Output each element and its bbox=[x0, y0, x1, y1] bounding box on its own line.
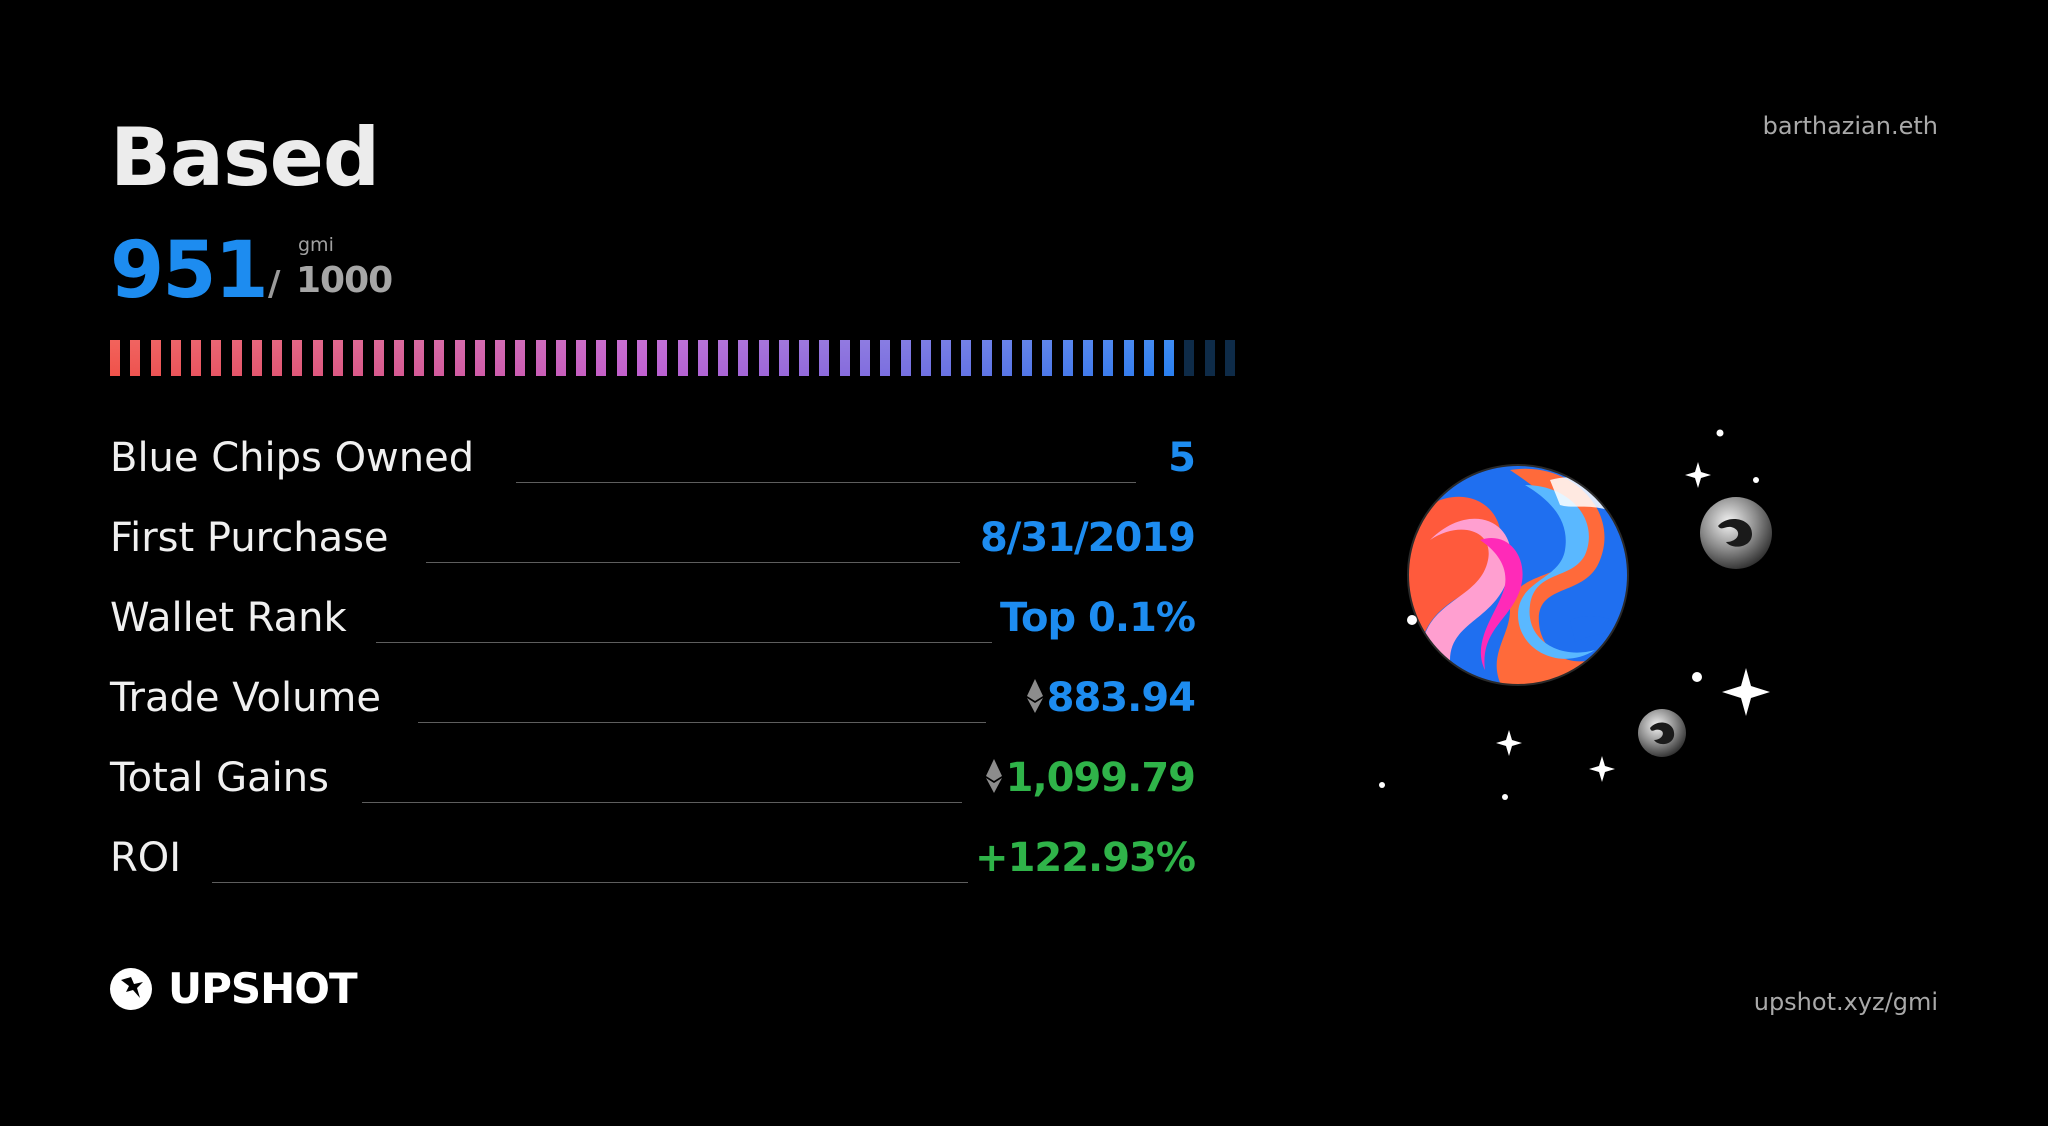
score-unit: gmi bbox=[298, 234, 334, 256]
stat-value: 8/31/2019 bbox=[979, 515, 1196, 561]
meter-segment bbox=[1001, 340, 1012, 376]
stat-row-first-purchase: First Purchase 8/31/2019 bbox=[110, 510, 1196, 570]
meter-segment bbox=[130, 340, 141, 376]
meter-segment bbox=[414, 340, 425, 376]
stat-label: Trade Volume bbox=[110, 675, 381, 721]
meter-segment bbox=[393, 340, 404, 376]
meter-segment bbox=[515, 340, 526, 376]
meter-segment bbox=[292, 340, 303, 376]
planet bbox=[1408, 465, 1628, 685]
stat-label: Blue Chips Owned bbox=[110, 435, 475, 481]
meter-segment bbox=[1164, 340, 1175, 376]
meter-segment bbox=[211, 340, 222, 376]
meter-segment bbox=[961, 340, 972, 376]
meter-segment bbox=[859, 340, 870, 376]
meter-segment bbox=[1022, 340, 1033, 376]
meter-segment bbox=[332, 340, 343, 376]
stat-value: 1,099.79 bbox=[985, 750, 1196, 806]
stat-label: Total Gains bbox=[110, 755, 329, 801]
meter-segment bbox=[778, 340, 789, 376]
stat-value: +122.93% bbox=[975, 835, 1196, 881]
meter-segment bbox=[799, 340, 810, 376]
score-separator: / bbox=[268, 264, 281, 304]
stat-leader-line bbox=[362, 802, 962, 803]
stat-value: Top 0.1% bbox=[1000, 595, 1196, 641]
stat-row-trade-volume: Trade Volume 883.94 bbox=[110, 670, 1196, 730]
ethereum-icon bbox=[1026, 679, 1043, 713]
meter-segment bbox=[1042, 340, 1053, 376]
meter-segment bbox=[697, 340, 708, 376]
score-max: 1000 bbox=[296, 260, 393, 301]
stat-row-total-gains: Total Gains 1,099.79 bbox=[110, 750, 1196, 810]
meter-segment bbox=[920, 340, 931, 376]
meter-segment bbox=[616, 340, 627, 376]
stat-leader-line bbox=[516, 482, 1136, 483]
stat-leader-line bbox=[426, 562, 960, 563]
brand-name: UPSHOT bbox=[168, 964, 358, 1013]
meter-segment bbox=[1123, 340, 1134, 376]
planet-illustration bbox=[1379, 429, 1772, 800]
meter-segment bbox=[1224, 340, 1235, 376]
stat-label: First Purchase bbox=[110, 515, 389, 561]
meter-segment bbox=[1082, 340, 1093, 376]
meter-segment bbox=[900, 340, 911, 376]
meter-segment bbox=[981, 340, 992, 376]
upshot-logo-icon bbox=[110, 968, 152, 1010]
score-value: 951 bbox=[110, 226, 269, 316]
stat-leader-line bbox=[212, 882, 968, 883]
stat-value: 883.94 bbox=[1026, 670, 1196, 726]
ethereum-icon bbox=[985, 759, 1002, 793]
score-meter bbox=[110, 340, 1245, 376]
planet-outline bbox=[1407, 464, 1629, 686]
meter-segment bbox=[272, 340, 283, 376]
meter-segment bbox=[839, 340, 850, 376]
stat-label: ROI bbox=[110, 835, 182, 881]
meter-segment bbox=[738, 340, 749, 376]
stat-row-roi: ROI +122.93% bbox=[110, 830, 1196, 890]
meter-segment bbox=[677, 340, 688, 376]
stat-row-blue-chips: Blue Chips Owned 5 bbox=[110, 430, 1196, 490]
meter-segment bbox=[1062, 340, 1073, 376]
meter-segment bbox=[474, 340, 485, 376]
meter-segment bbox=[1103, 340, 1114, 376]
sparkles bbox=[1379, 429, 1770, 800]
meter-segment bbox=[170, 340, 181, 376]
meter-segment bbox=[231, 340, 242, 376]
meter-segment bbox=[495, 340, 506, 376]
stat-leader-line bbox=[418, 722, 986, 723]
stat-value: 5 bbox=[1168, 435, 1196, 481]
moon-small bbox=[1638, 709, 1686, 757]
meter-segment bbox=[819, 340, 830, 376]
meter-segment bbox=[1143, 340, 1154, 376]
footer-url: upshot.xyz/gmi bbox=[1753, 988, 1938, 1016]
stat-row-wallet-rank: Wallet Rank Top 0.1% bbox=[110, 590, 1196, 650]
meter-segment bbox=[718, 340, 729, 376]
meter-segment bbox=[150, 340, 161, 376]
meter-segment bbox=[353, 340, 364, 376]
meter-segment bbox=[312, 340, 323, 376]
meter-segment bbox=[657, 340, 668, 376]
meter-segment bbox=[941, 340, 952, 376]
meter-segment bbox=[1204, 340, 1215, 376]
meter-segment bbox=[1184, 340, 1195, 376]
meter-segment bbox=[373, 340, 384, 376]
meter-segment bbox=[758, 340, 769, 376]
meter-segment bbox=[637, 340, 648, 376]
meter-segment bbox=[535, 340, 546, 376]
meter-segment bbox=[596, 340, 607, 376]
stat-leader-line bbox=[376, 642, 992, 643]
meter-segment bbox=[454, 340, 465, 376]
meter-segment bbox=[110, 340, 120, 376]
meter-segment bbox=[880, 340, 891, 376]
moon-large bbox=[1700, 497, 1772, 569]
rank-title: Based bbox=[110, 111, 380, 204]
wallet-name: barthazian.eth bbox=[1762, 112, 1938, 140]
meter-segment bbox=[191, 340, 202, 376]
meter-segment bbox=[251, 340, 262, 376]
meter-segment bbox=[576, 340, 587, 376]
stat-label: Wallet Rank bbox=[110, 595, 347, 641]
meter-segment bbox=[555, 340, 566, 376]
meter-segment bbox=[434, 340, 445, 376]
